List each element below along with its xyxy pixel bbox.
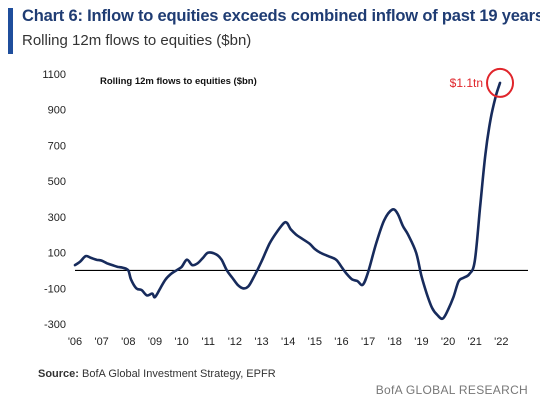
x-tick-label: '17: [361, 336, 375, 348]
y-tick-label: 1100: [42, 69, 66, 81]
x-tick-label: '09: [148, 336, 162, 348]
x-tick-label: '19: [414, 336, 428, 348]
y-tick-label: 700: [48, 140, 66, 152]
x-tick-label: '15: [308, 336, 322, 348]
x-tick-label: '22: [494, 336, 508, 348]
source-label: Source:: [38, 368, 79, 380]
y-tick-label: -300: [44, 319, 66, 331]
x-tick-label: '14: [281, 336, 295, 348]
title-accent-bar: [8, 8, 13, 54]
source-text: BofA Global Investment Strategy, EPFR: [82, 368, 276, 380]
y-tick-label: 500: [48, 176, 66, 188]
peak-annotation-label: $1.1tn: [450, 76, 483, 90]
y-tick-label: -100: [44, 283, 66, 295]
x-tick-label: '06: [68, 336, 82, 348]
chart-title: Chart 6: Inflow to equities exceeds comb…: [22, 7, 540, 25]
y-tick-label: 300: [48, 212, 66, 224]
x-tick-label: '18: [388, 336, 402, 348]
x-tick-label: '10: [174, 336, 188, 348]
x-tick-label: '20: [441, 336, 455, 348]
series-line-equity-flows: [73, 81, 502, 321]
source-note: Source: BofA Global Investment Strategy,…: [38, 368, 276, 380]
x-tick-label: '07: [94, 336, 108, 348]
inner-chart-title: Rolling 12m flows to equities ($bn): [100, 76, 257, 87]
x-tick-label: '11: [201, 336, 215, 348]
brand-footer: BofA GLOBAL RESEARCH: [375, 383, 528, 397]
y-tick-label: 100: [48, 248, 66, 260]
y-tick-label: 900: [48, 105, 66, 117]
chart-subtitle: Rolling 12m flows to equities ($bn): [22, 32, 252, 49]
peak-highlight-circle: [486, 67, 515, 98]
x-tick-label: '13: [254, 336, 268, 348]
x-tick-label: '21: [468, 336, 482, 348]
x-tick-label: '08: [121, 336, 135, 348]
x-tick-label: '12: [228, 336, 242, 348]
x-tick-label: '16: [334, 336, 348, 348]
